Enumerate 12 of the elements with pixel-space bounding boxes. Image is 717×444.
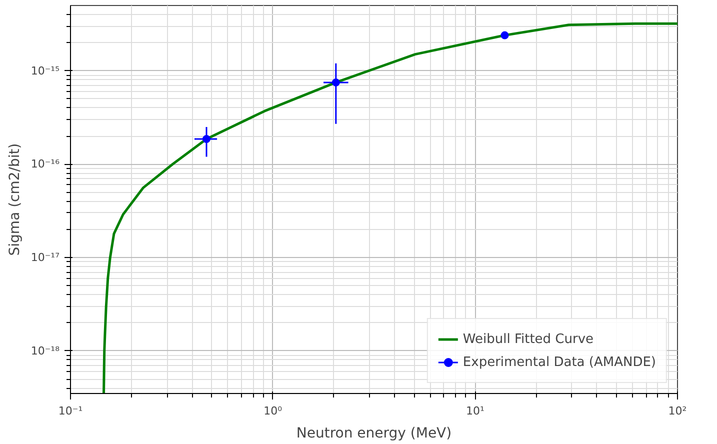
y-tick-label: 10⁻¹⁷ [30,251,60,264]
x-axis-title: Neutron energy (MeV) [296,426,452,442]
x-tick-label: 10⁻¹ [58,404,83,418]
y-tick-label: 10⁻¹⁸ [30,344,60,358]
legend-label: Weibull Fitted Curve [462,332,594,346]
x-tick-label: 10⁰ [264,404,283,418]
y-tick-label: 10⁻¹⁵ [30,64,60,78]
legend-label: Experimental Data (AMANDE) [462,354,656,370]
x-tick-label: 10¹ [466,404,484,418]
x-tick-label: 10² [668,404,687,418]
y-tick-label: 10⁻¹⁶ [30,158,60,171]
y-axis-title: Sigma (cm2/bit) [6,143,23,256]
